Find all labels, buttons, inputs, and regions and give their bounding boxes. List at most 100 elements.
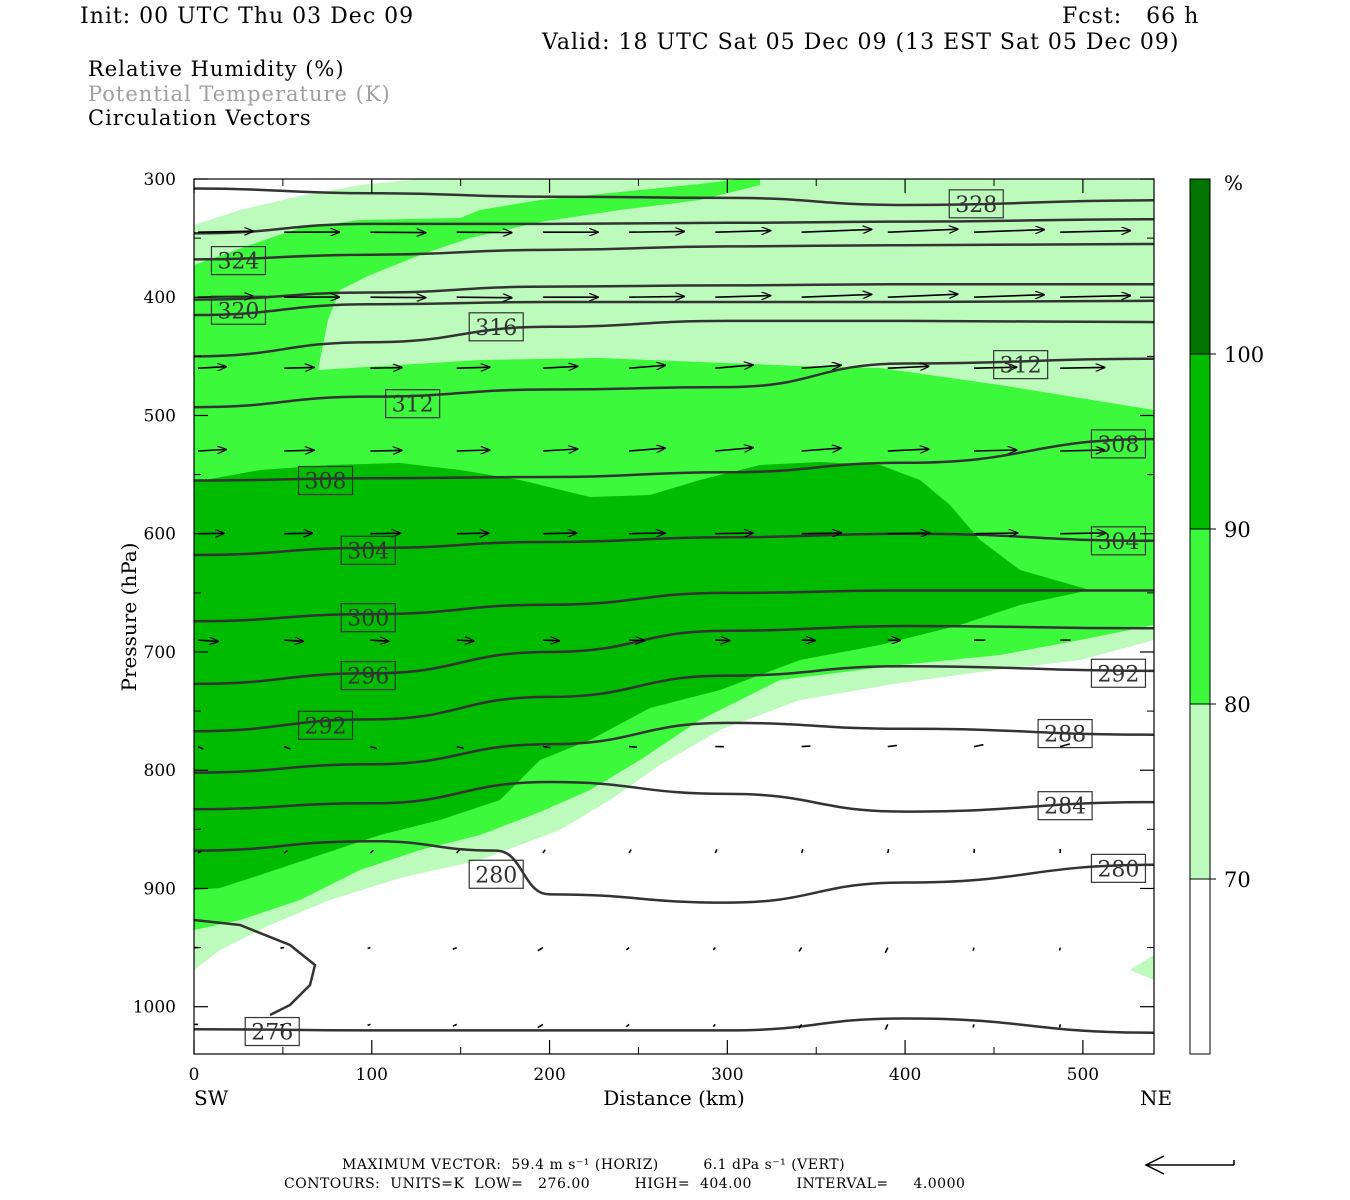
vector-arrow (798, 947, 803, 952)
colorbar: % 100 90 80 70 (1189, 171, 1264, 1055)
vector-arrow (887, 229, 958, 232)
x-axis-start-label: SW (194, 1086, 229, 1110)
vector-arrow (197, 640, 218, 641)
vector-arrow (542, 849, 546, 854)
vector-arrow (801, 745, 811, 748)
x-tick-label: 100 (356, 1065, 388, 1085)
vector-arrow (284, 533, 312, 534)
theta-contour-292 (194, 664, 1154, 733)
legend-potential-temperature: Potential Temperature (K) (88, 82, 391, 106)
contour-label-box (468, 859, 524, 889)
vector-arrow (801, 294, 872, 297)
colorbar-level-90: 90 (1224, 518, 1251, 542)
contour-label-text: 280 (1097, 857, 1139, 882)
contour-label-276: 276 (244, 1016, 300, 1047)
contour-label-box (297, 465, 354, 496)
contour-label-text: 312 (1000, 354, 1042, 379)
contour-label-312: 312 (993, 350, 1049, 380)
vector-arrow (973, 295, 1044, 298)
contour-label-text: 324 (217, 250, 259, 275)
contour-label-text: 320 (217, 299, 259, 324)
vector-arrow (801, 448, 841, 451)
vector-arrow (1059, 743, 1071, 748)
vector-arrow (972, 947, 975, 951)
theta-contour-308 (194, 437, 1154, 482)
axes: 300 400 500 600 700 800 900 1000 0 100 200 300 400 50… (133, 170, 1154, 1085)
contour-label-316: 316 (468, 312, 524, 342)
vector-arrow (456, 745, 464, 749)
contour-label-312: 312 (385, 389, 441, 419)
contour-label-text: 308 (305, 470, 347, 495)
y-tick-label: 400 (144, 288, 176, 308)
legend-circulation-vectors: Circulation Vectors (88, 106, 312, 130)
contour-label-box (340, 535, 396, 565)
contour-label-300: 300 (340, 603, 396, 633)
vector-arrow (537, 1023, 544, 1029)
vector-arrow (283, 745, 291, 750)
contour-label-box (948, 189, 1004, 219)
x-axis-end-label: NE (1140, 1086, 1172, 1110)
contour-label-304: 304 (1090, 526, 1147, 556)
contour-info: CONTOURS: UNITS=K LOW= 276.00 HIGH= 404.… (284, 1176, 966, 1192)
y-tick-label: 700 (144, 643, 176, 663)
vector-arrow (452, 946, 458, 951)
vector-arrow (1058, 1024, 1061, 1028)
vector-arrow (537, 946, 544, 952)
vector-arrow (369, 849, 374, 854)
contour-label-320: 320 (210, 295, 267, 325)
contour-label-box (244, 1016, 300, 1047)
contour-label-box (1090, 658, 1147, 688)
vector-arrow (284, 640, 303, 641)
vector-arrow (629, 533, 665, 534)
vector-arrow (801, 533, 842, 534)
contour-label-280: 280 (468, 859, 524, 889)
contour-label-text: 288 (1044, 723, 1086, 748)
vector-arrow (715, 533, 753, 534)
y-tick-label: 500 (144, 406, 176, 426)
theta-contour-280 (194, 839, 1154, 904)
colorbar-level-100: 100 (1224, 343, 1264, 367)
vector-arrow (367, 1023, 371, 1027)
contour-label-box (385, 389, 441, 419)
vector-arrow (629, 296, 684, 297)
contour-label-text: 292 (1097, 662, 1139, 687)
vector-arrow (370, 533, 400, 534)
x-tick-label: 500 (1067, 1065, 1099, 1085)
vector-arrow (370, 450, 401, 451)
contour-label-text: 292 (305, 714, 347, 739)
plot-frame (193, 178, 1155, 1055)
x-tick-label: 0 (189, 1065, 200, 1085)
vector-arrow (973, 743, 984, 748)
humidity-fill (194, 179, 1154, 1054)
theta-contour-316 (194, 319, 1154, 358)
vector-arrow (197, 745, 204, 750)
colorbar-segment-80 (1190, 529, 1210, 704)
vector-arrow (800, 848, 804, 854)
vector-arrow (887, 848, 890, 854)
contour-label-box (1090, 853, 1147, 883)
vector-arrow (973, 533, 1018, 534)
vector-arrow (197, 850, 202, 854)
vector-arrow (456, 533, 489, 534)
contour-label-text: 280 (475, 863, 517, 888)
vector-arrow (456, 849, 460, 854)
vector-arrow (370, 745, 378, 750)
vector-arrow (973, 450, 1017, 451)
vector-arrow (715, 296, 770, 298)
vector-arrow (280, 946, 285, 949)
vector-arrow (625, 946, 630, 951)
vector-arrow (715, 448, 753, 451)
theta-contour-284 (194, 780, 1154, 813)
vector-arrow (715, 231, 770, 233)
colorbar-level-80: 80 (1224, 693, 1251, 717)
colorbar-segment-70 (1190, 704, 1210, 879)
contour-label-box (1037, 791, 1093, 821)
contour-label-324: 324 (210, 245, 267, 276)
vector-arrow (280, 1023, 285, 1026)
contour-label-328: 328 (948, 189, 1004, 219)
contour-label-box (340, 661, 396, 691)
theta-contour-324 (194, 217, 1154, 235)
vector-arrow (542, 533, 577, 534)
vector-arrow (973, 230, 1044, 233)
